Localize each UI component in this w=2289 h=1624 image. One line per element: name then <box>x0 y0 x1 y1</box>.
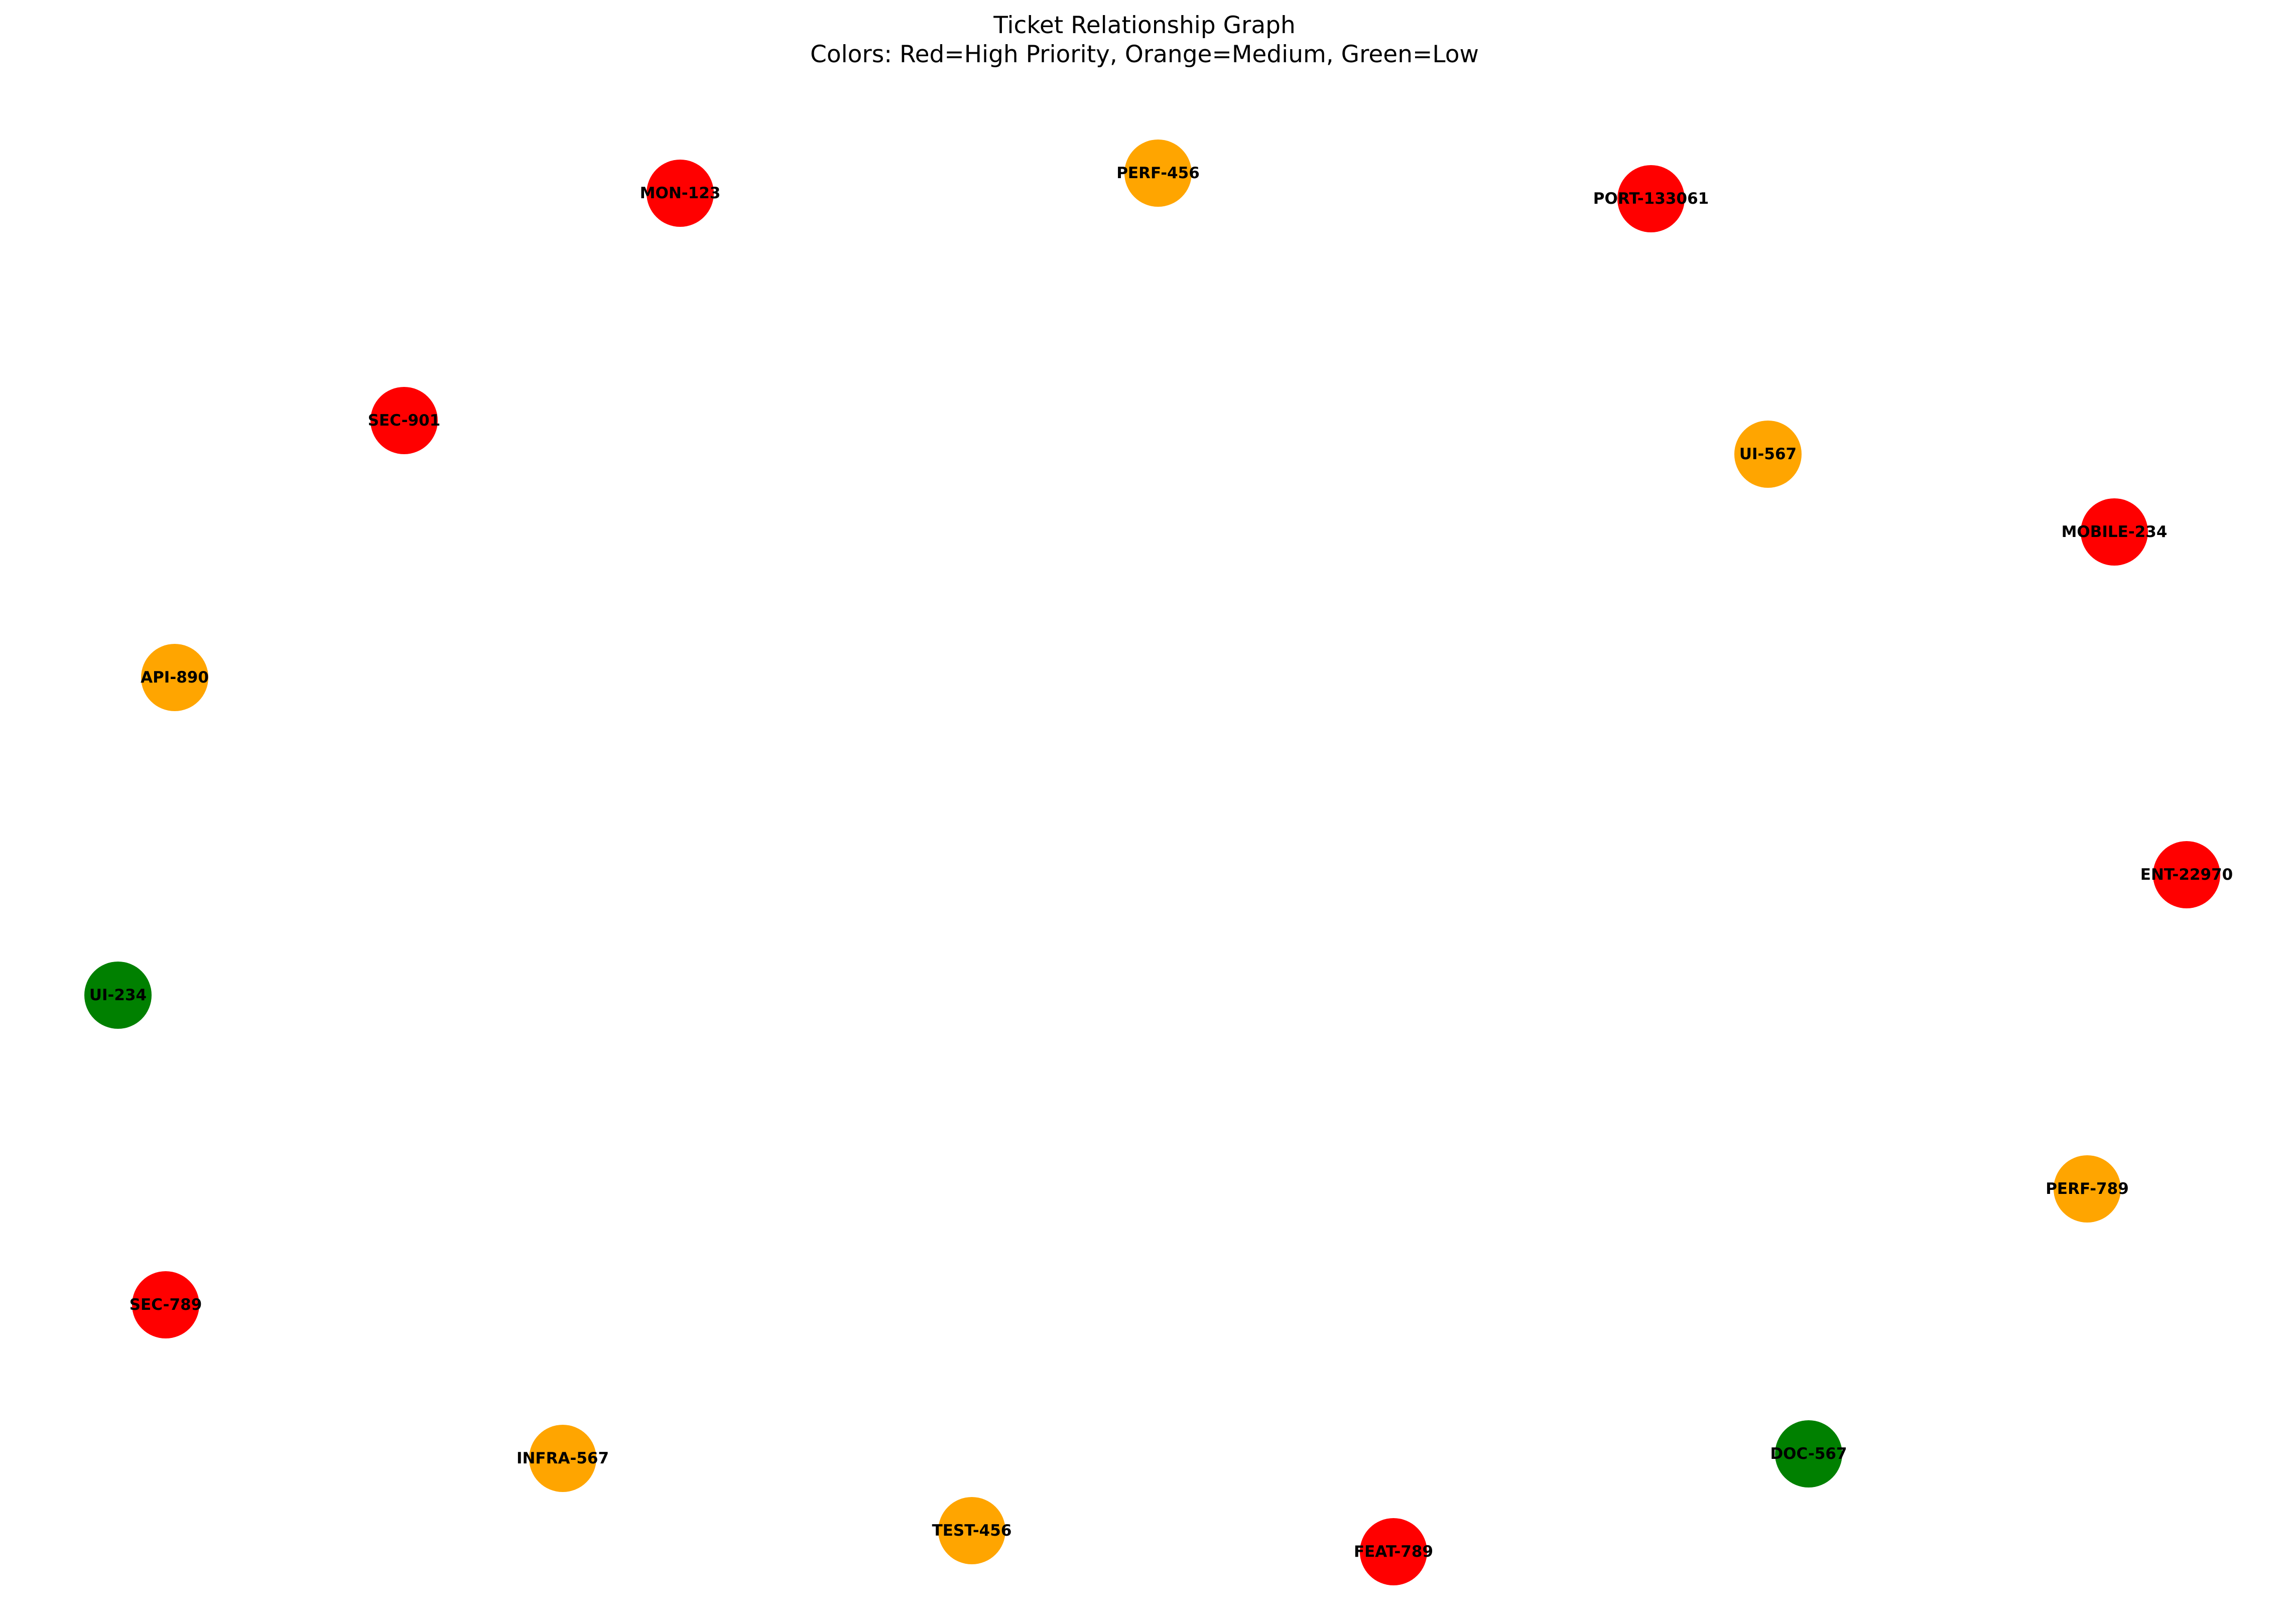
graph-node-mon-123: MON-123 <box>640 160 721 227</box>
node-label-perf-456: PERF-456 <box>1116 164 1200 182</box>
node-label-perf-789: PERF-789 <box>2046 1180 2129 1198</box>
graph-subtitle-legend: Colors: Red=High Priority, Orange=Medium… <box>810 41 1479 68</box>
graph-node-mobile-234: MOBILE-234 <box>2062 498 2168 566</box>
node-circle-ui-234 <box>84 962 152 1029</box>
node-label-mobile-234: MOBILE-234 <box>2062 523 2168 541</box>
graph-node-ui-234: UI-234 <box>84 962 152 1029</box>
graph-node-port-133061: PORT-133061 <box>1593 165 1709 232</box>
node-label-sec-789: SEC-789 <box>130 1296 202 1314</box>
graph-node-perf-789: PERF-789 <box>2046 1155 2129 1223</box>
node-label-ui-234: UI-234 <box>89 986 147 1004</box>
node-circle-mobile-234 <box>2081 498 2148 566</box>
node-label-mon-123: MON-123 <box>640 184 721 202</box>
graph-node-sec-789: SEC-789 <box>130 1271 202 1338</box>
node-circle-ui-567 <box>1734 421 1802 488</box>
node-circle-sec-789 <box>132 1271 199 1338</box>
node-circle-infra-567 <box>529 1425 596 1492</box>
graph-node-api-890: API-890 <box>141 644 209 711</box>
node-circle-sec-901 <box>370 387 438 454</box>
node-label-test-456: TEST-456 <box>932 1522 1012 1540</box>
node-label-infra-567: INFRA-567 <box>517 1449 609 1467</box>
node-label-feat-789: FEAT-789 <box>1354 1543 1433 1561</box>
node-label-api-890: API-890 <box>141 668 209 687</box>
node-circle-api-890 <box>141 644 208 711</box>
node-label-ui-567: UI-567 <box>1739 445 1797 463</box>
graph-node-sec-901: SEC-901 <box>368 387 441 454</box>
node-circle-test-456 <box>938 1497 1005 1564</box>
node-circle-doc-567 <box>1775 1420 1842 1487</box>
node-circle-ent-22970 <box>2153 841 2220 908</box>
node-label-port-133061: PORT-133061 <box>1593 190 1709 208</box>
graph-node-test-456: TEST-456 <box>932 1497 1012 1564</box>
node-label-doc-567: DOC-567 <box>1770 1445 1847 1463</box>
node-circle-port-133061 <box>1617 165 1685 232</box>
graph-node-ui-567: UI-567 <box>1734 421 1802 488</box>
node-label-sec-901: SEC-901 <box>368 412 441 430</box>
node-label-ent-22970: ENT-22970 <box>2140 866 2233 884</box>
graph-node-infra-567: INFRA-567 <box>517 1425 609 1492</box>
node-circle-mon-123 <box>647 160 714 227</box>
graph-node-doc-567: DOC-567 <box>1770 1420 1847 1487</box>
node-circle-perf-456 <box>1124 140 1192 207</box>
nodes-layer: MON-123 PERF-456 PORT-133061 SEC-901 UI-567 M… <box>84 140 2233 1585</box>
graph-node-perf-456: PERF-456 <box>1116 140 1200 207</box>
graph-title: Ticket Relationship Graph Colors: Red=Hi… <box>0 11 2289 69</box>
graph-title-line-1: Ticket Relationship Graph <box>993 12 1296 39</box>
node-circle-feat-789 <box>1360 1518 1427 1585</box>
node-circle-perf-789 <box>2054 1155 2121 1223</box>
graph-node-feat-789: FEAT-789 <box>1354 1518 1433 1585</box>
graph-node-ent-22970: ENT-22970 <box>2140 841 2233 908</box>
